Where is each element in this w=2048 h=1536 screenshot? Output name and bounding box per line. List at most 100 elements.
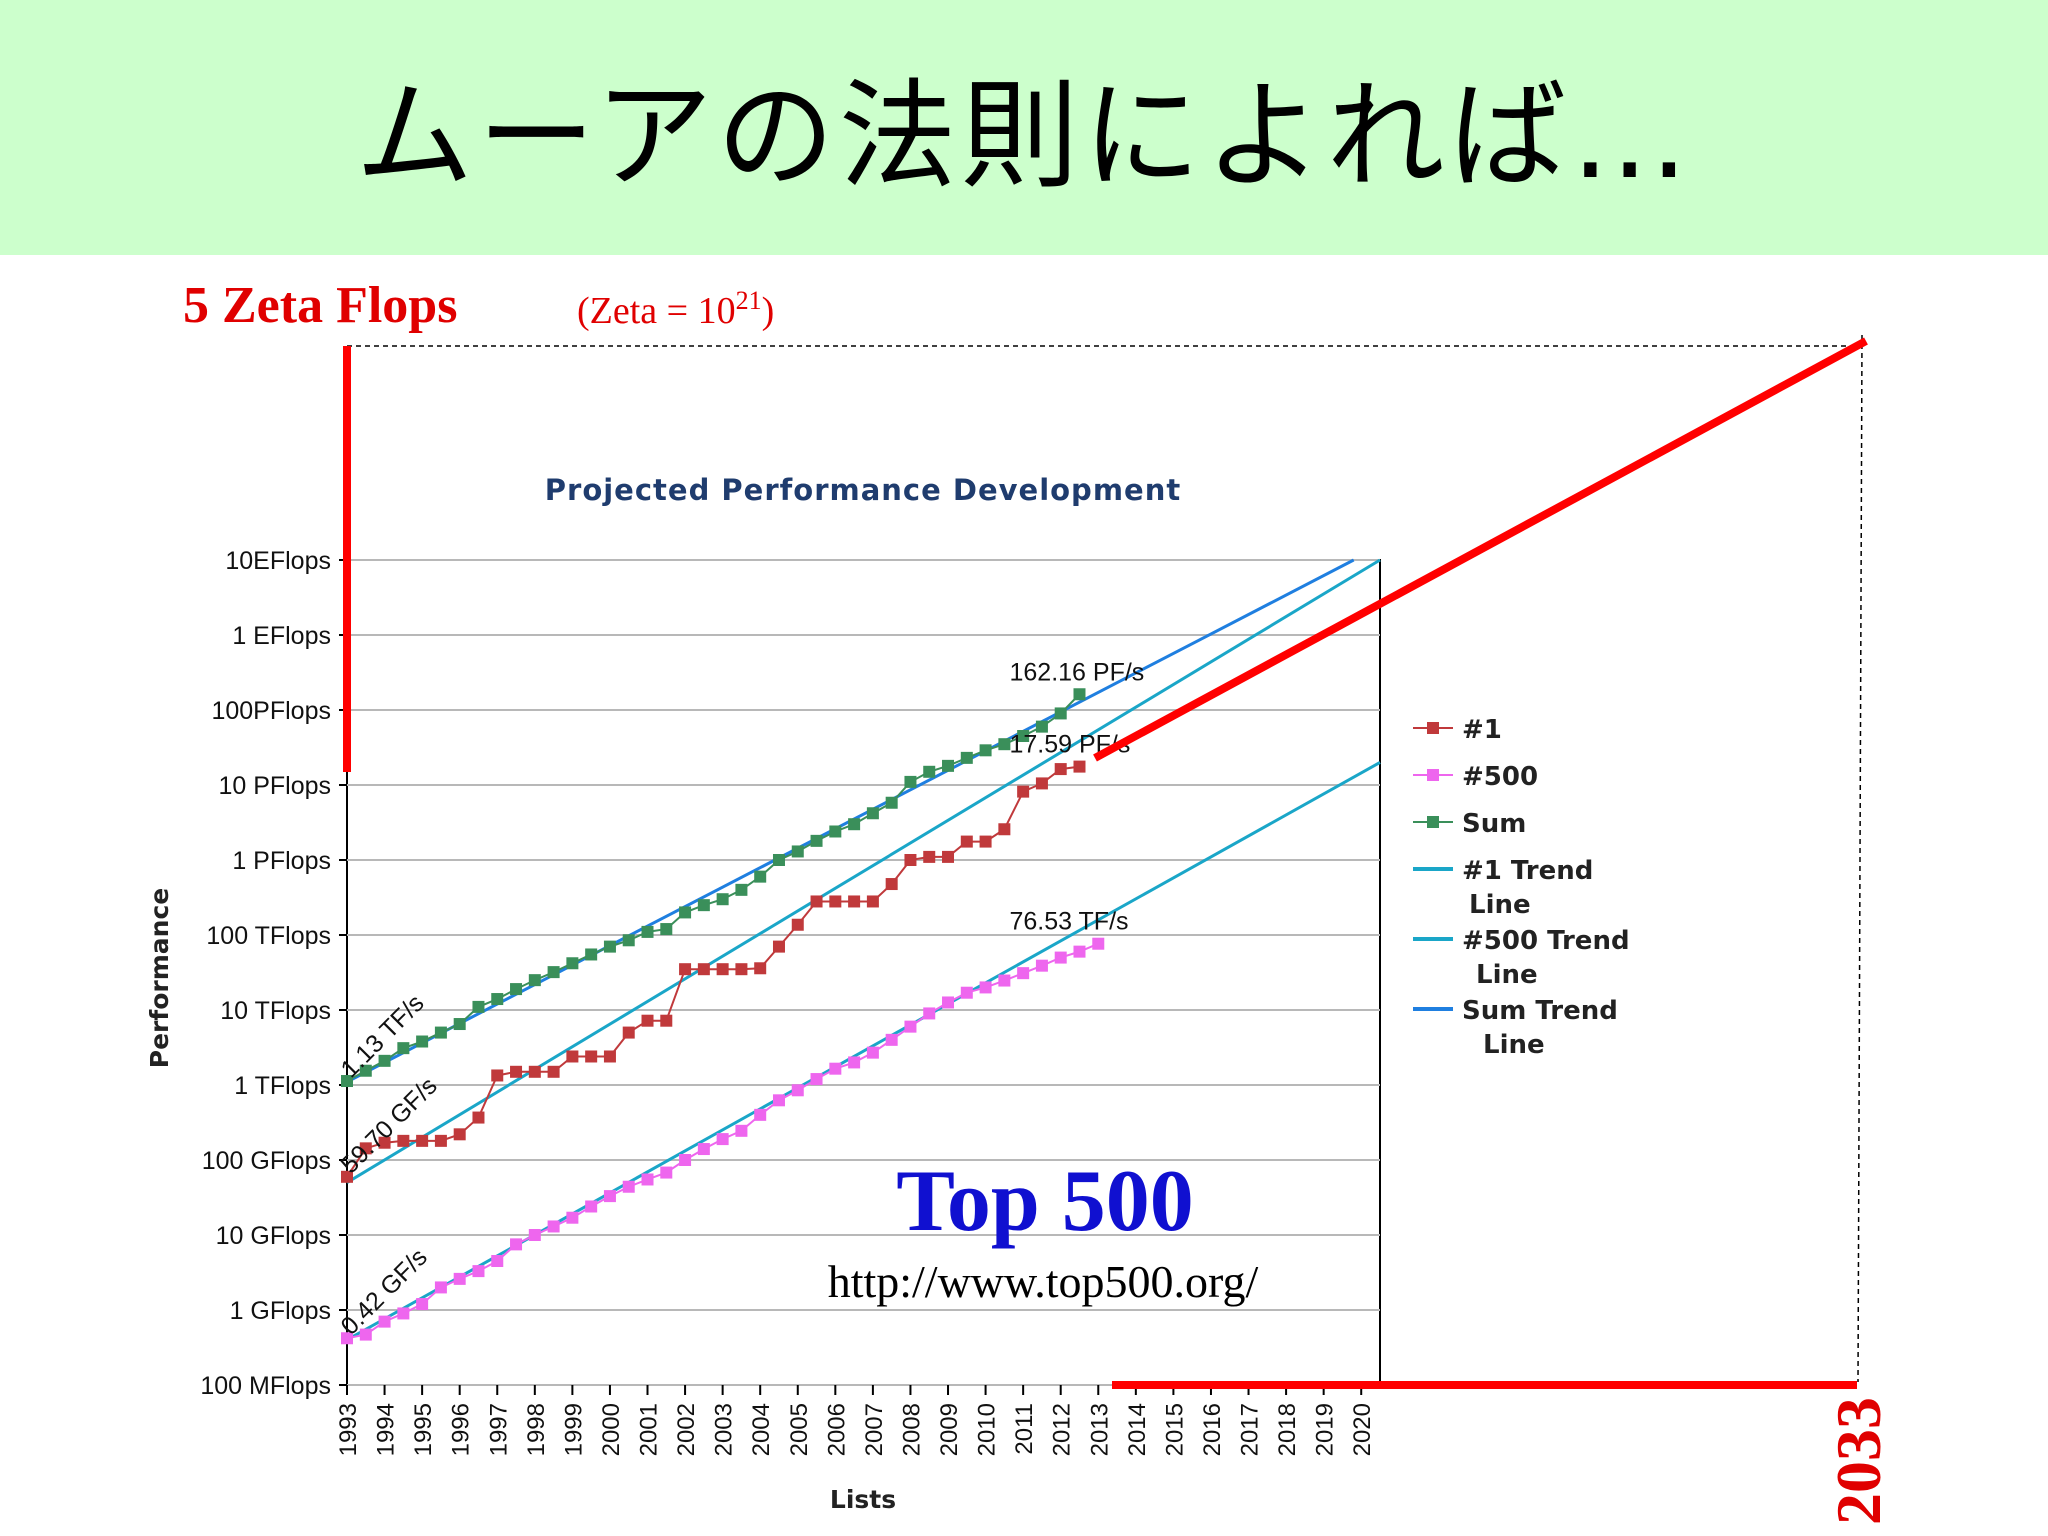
point-num1 xyxy=(510,1065,523,1078)
point-sum xyxy=(341,1075,353,1088)
chart-legend: #1 #500 Sum #1 Trend Line #500 Trend Line Sum T… xyxy=(1413,715,1630,1060)
point-num500 xyxy=(979,981,992,994)
point-sum xyxy=(622,934,635,947)
point-num1 xyxy=(566,1050,579,1063)
x-tick-label: 2000 xyxy=(598,1403,625,1456)
point-sum xyxy=(1017,730,1030,743)
legend-label: Sum xyxy=(1462,809,1526,839)
extrapolation-overlay: 5 Zeta Flops (Zeta = 1021) 2033 Top 500 http… xyxy=(183,277,1894,1525)
point-num1 xyxy=(1054,763,1067,776)
point-num1 xyxy=(359,1142,372,1155)
x-tick-label: 2013 xyxy=(1086,1403,1113,1456)
point-num500 xyxy=(679,1154,692,1166)
x-tick-label: 2001 xyxy=(636,1403,663,1456)
x-tick-label: 2011 xyxy=(1011,1403,1038,1455)
point-num500 xyxy=(603,1190,616,1203)
point-num500 xyxy=(472,1265,485,1278)
point-num1 xyxy=(472,1111,485,1124)
point-num1 xyxy=(772,940,785,953)
x-tick-label: 2006 xyxy=(823,1403,850,1456)
point-sum xyxy=(679,906,692,919)
point-sum xyxy=(491,993,504,1006)
legend-label: Line xyxy=(1483,1030,1545,1060)
x-tick-label: 2018 xyxy=(1274,1403,1301,1456)
point-num1 xyxy=(1017,785,1030,798)
point-sum xyxy=(885,796,898,809)
legend-marker-sum xyxy=(1427,816,1439,828)
y-tick-label: 100 MFlops xyxy=(200,1372,331,1400)
point-num1 xyxy=(603,1050,616,1063)
point-num500 xyxy=(998,974,1011,987)
legend-label: Line xyxy=(1469,890,1531,920)
point-sum xyxy=(528,974,541,987)
point-num500 xyxy=(547,1220,560,1233)
point-sum xyxy=(416,1035,429,1048)
point-num1 xyxy=(585,1050,598,1063)
point-num500 xyxy=(960,986,973,999)
point-num500 xyxy=(904,1020,917,1033)
point-num1 xyxy=(397,1134,410,1147)
point-num1 xyxy=(754,962,767,975)
x-tick-label: 1999 xyxy=(560,1403,587,1456)
x-tick-label: 2010 xyxy=(974,1403,1001,1456)
point-num500 xyxy=(660,1166,673,1179)
point-num1 xyxy=(904,854,917,866)
point-num500 xyxy=(866,1046,879,1059)
point-num1 xyxy=(679,963,692,976)
point-num500 xyxy=(397,1307,410,1320)
legend-label: Sum Trend xyxy=(1462,996,1618,1026)
point-num500 xyxy=(416,1298,429,1311)
chart-title: Projected Performance Development xyxy=(545,473,1181,507)
point-num500 xyxy=(942,996,955,1009)
x-tick-label: 2012 xyxy=(1049,1403,1076,1456)
zeta-flops-label: 5 Zeta Flops xyxy=(183,277,457,334)
point-num500 xyxy=(1054,951,1067,964)
point-num500 xyxy=(434,1281,447,1294)
point-num1 xyxy=(547,1065,560,1078)
top500-label: Top 500 xyxy=(896,1153,1194,1250)
point-sum xyxy=(434,1026,447,1039)
data-series xyxy=(341,688,1105,1345)
point-num500 xyxy=(697,1143,710,1156)
y-tick-label: 1 TFlops xyxy=(234,1072,331,1100)
point-num1 xyxy=(622,1026,635,1039)
point-num500 xyxy=(754,1108,767,1121)
dashed-right-line xyxy=(1857,334,1863,1383)
point-num1 xyxy=(434,1134,447,1147)
point-num500 xyxy=(829,1062,842,1075)
point-num1 xyxy=(998,823,1011,836)
x-tick-label: 1994 xyxy=(373,1403,400,1456)
point-num1 xyxy=(810,895,823,908)
point-num1 xyxy=(528,1065,541,1078)
point-num500 xyxy=(885,1033,898,1046)
point-num1 xyxy=(1035,777,1048,790)
point-sum xyxy=(378,1054,391,1067)
point-num500 xyxy=(791,1084,804,1097)
point-num500 xyxy=(359,1328,372,1341)
point-num1 xyxy=(453,1128,466,1141)
legend-label: Line xyxy=(1476,960,1538,990)
point-sum xyxy=(754,870,767,883)
point-sum xyxy=(998,738,1011,751)
y-axis-label: Performance xyxy=(145,888,174,1068)
x-tick-label: 2020 xyxy=(1349,1403,1376,1456)
x-axis-label: Lists xyxy=(830,1485,896,1514)
point-sum xyxy=(960,751,973,764)
series-line-num1 xyxy=(346,765,1080,1178)
x-tick-label: 2009 xyxy=(936,1403,963,1456)
slide-title: ムーアの法則によれば… xyxy=(355,67,1693,205)
point-sum xyxy=(566,957,579,970)
point-num1 xyxy=(923,850,936,863)
point-sum xyxy=(547,966,560,979)
point-sum xyxy=(772,854,785,866)
legend-marker-num1 xyxy=(1427,722,1439,734)
x-tick-label: 2017 xyxy=(1237,1403,1264,1456)
x-tick-label: 2007 xyxy=(861,1403,888,1456)
point-sum xyxy=(641,925,654,938)
point-num500 xyxy=(1092,937,1105,950)
point-sum xyxy=(359,1064,372,1077)
point-sum xyxy=(397,1042,410,1055)
top500-url: http://www.top500.org/ xyxy=(828,1256,1259,1307)
series-line-sum xyxy=(346,693,1081,1082)
point-sum xyxy=(453,1018,466,1031)
